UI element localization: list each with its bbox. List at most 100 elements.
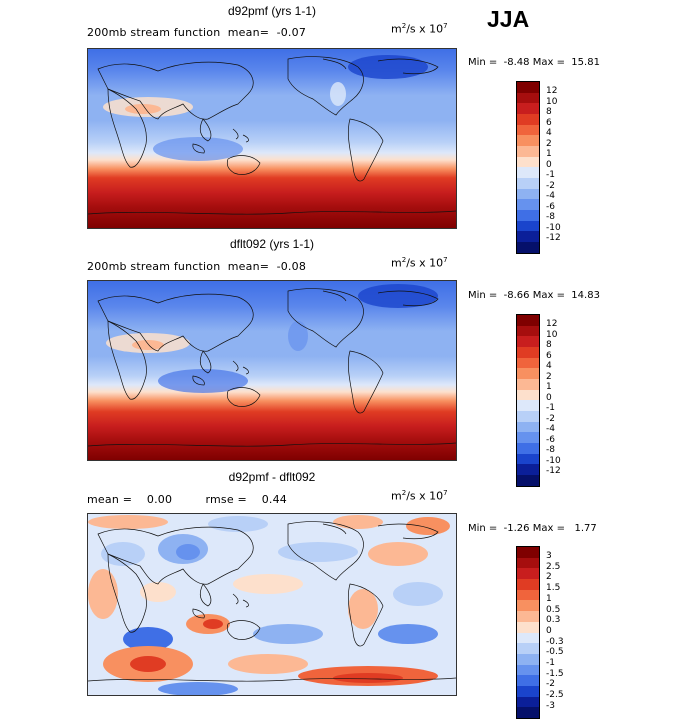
panel-3-colorbar-swatch	[517, 557, 539, 569]
panel-2-colorbar-swatch	[517, 336, 539, 347]
panel-2-title: dflt092 (yrs 1-1)	[229, 237, 315, 251]
panel-1-tick: -6	[546, 201, 555, 212]
panel-1-tick: 8	[546, 107, 552, 117]
panel-3-colorbar-swatch	[517, 621, 539, 633]
panel-3-tick: 3	[546, 551, 552, 561]
panel-3-colorbar-swatch	[517, 664, 539, 676]
panel-1-colorbar-swatch	[517, 177, 539, 189]
panel-2-anomaly	[132, 340, 164, 350]
panel-2-colorbar-swatch	[517, 378, 539, 390]
panel-1-colorbar	[516, 81, 540, 254]
panel-1-tick: 1	[546, 149, 552, 159]
panel-3-map	[87, 513, 457, 696]
panel-3-colorbar-swatch	[517, 547, 539, 558]
panel-2-tick: -2	[546, 413, 555, 424]
panel-2-tick: 1	[546, 382, 552, 392]
panel-2-colorbar-swatch	[517, 368, 539, 379]
panel-1-tick: -8	[546, 212, 555, 222]
panel-1-colorbar-swatch	[517, 188, 539, 200]
panel-2-tick: -1	[546, 403, 555, 413]
panel-3-anomaly	[406, 517, 450, 535]
panel-2-colorbar-swatch	[517, 421, 539, 433]
panel-1-subtitle: 200mb stream function mean= -0.07	[87, 26, 307, 39]
panel-2-minmax: Min = -8.66 Max = 14.83	[468, 290, 600, 301]
panel-1-colorbar-swatch	[517, 113, 539, 125]
panel-1-tick: -1	[546, 170, 555, 180]
panel-3-colorbar-swatch	[517, 643, 539, 654]
panel-3-colorbar-swatch	[517, 707, 539, 718]
panel-2-colorbar-swatch	[517, 442, 539, 454]
panel-1-minmax: Min = -8.48 Max = 15.81	[468, 57, 600, 68]
panel-3-anomaly	[333, 673, 403, 683]
panel-3-anomaly	[368, 542, 428, 566]
panel-1-tick: 2	[546, 138, 552, 149]
panel-1-tick: 12	[546, 86, 558, 96]
panel-3-colorbar-swatch	[517, 653, 539, 665]
panel-3-units: m2/s x 107	[391, 489, 448, 503]
panel-2-subtitle: 200mb stream function mean= -0.08	[87, 260, 307, 273]
panel-3-subtitle: mean = 0.00 rmse = 0.44	[87, 493, 287, 506]
panel-3-colorbar-swatch	[517, 611, 539, 622]
panel-3-minmax: Min = -1.26 Max = 1.77	[468, 523, 597, 534]
panel-3-anomaly	[208, 516, 268, 532]
panel-2-colorbar-swatch	[517, 389, 539, 401]
panel-2-tick: 6	[546, 350, 552, 361]
panel-3-tick: 1	[546, 593, 552, 604]
panel-3-anomaly	[123, 627, 173, 651]
panel-2-colorbar	[516, 314, 540, 487]
panel-2-tick: 8	[546, 340, 552, 350]
panel-3-colorbar-swatch	[517, 589, 539, 601]
panel-2-tick: -6	[546, 434, 555, 445]
panel-3-anomaly	[228, 654, 308, 674]
panel-2-tick: -12	[546, 466, 561, 476]
panel-1-anomaly	[125, 104, 161, 114]
panel-3-anomaly	[140, 582, 176, 602]
panel-1-field	[88, 49, 456, 228]
panel-1-colorbar-swatch	[517, 220, 539, 232]
panel-1-tick: 10	[546, 96, 558, 107]
panel-3-anomaly	[203, 619, 223, 629]
panel-2-colorbar-swatch	[517, 453, 539, 465]
panel-2-colorbar-swatch	[517, 410, 539, 422]
panel-1-tick: 0	[546, 159, 552, 170]
panel-2-map	[87, 280, 457, 461]
panel-1-colorbar-swatch	[517, 135, 539, 146]
panel-2-tick: 12	[546, 319, 558, 329]
panel-2-units: m2/s x 107	[391, 256, 448, 270]
panel-3-tick: -1	[546, 658, 555, 668]
panel-3-anomaly	[88, 515, 168, 529]
panel-3-tick: 1.5	[546, 583, 561, 594]
panel-3-colorbar-swatch	[517, 675, 539, 686]
panel-1-colorbar-swatch	[517, 209, 539, 221]
panel-3-tick: -3	[546, 700, 555, 711]
panel-1-colorbar-swatch	[517, 156, 539, 168]
panel-2-tick: 10	[546, 329, 558, 340]
panel-3-colorbar-swatch	[517, 632, 539, 644]
panel-3-anomaly	[378, 624, 438, 644]
panel-3-anomaly	[101, 542, 145, 566]
panel-3-coastlines	[88, 521, 456, 682]
panel-3-anomaly	[333, 515, 383, 529]
panel-1-colorbar-swatch	[517, 231, 539, 242]
panel-3-anomalies	[88, 515, 450, 695]
panel-3-anomaly	[176, 544, 200, 560]
panel-1-colorbar-swatch	[517, 82, 539, 93]
panel-1-units: m2/s x 107	[391, 22, 448, 36]
panel-3-tick: -1.5	[546, 668, 564, 679]
panel-1-colorbar-swatch	[517, 145, 539, 157]
panel-2-colorbar-swatch	[517, 315, 539, 326]
panel-2-tick: 2	[546, 371, 552, 382]
panel-3-anomaly	[348, 589, 378, 629]
panel-2-tick: 0	[546, 392, 552, 403]
panel-2-anomaly	[288, 321, 308, 351]
panel-2-anomaly	[158, 369, 248, 393]
panel-1-colorbar-swatch	[517, 92, 539, 104]
panel-2-colorbar-swatch	[517, 464, 539, 475]
panel-2-colorbar-swatch	[517, 346, 539, 358]
panel-3-tick: -2	[546, 679, 555, 690]
panel-3-colorbar-swatch	[517, 685, 539, 697]
panel-1-colorbar-swatch	[517, 167, 539, 178]
panel-2-tick: -10	[546, 455, 561, 466]
panel-3-tick: -2.5	[546, 690, 564, 701]
panel-2-tick: -8	[546, 445, 555, 455]
